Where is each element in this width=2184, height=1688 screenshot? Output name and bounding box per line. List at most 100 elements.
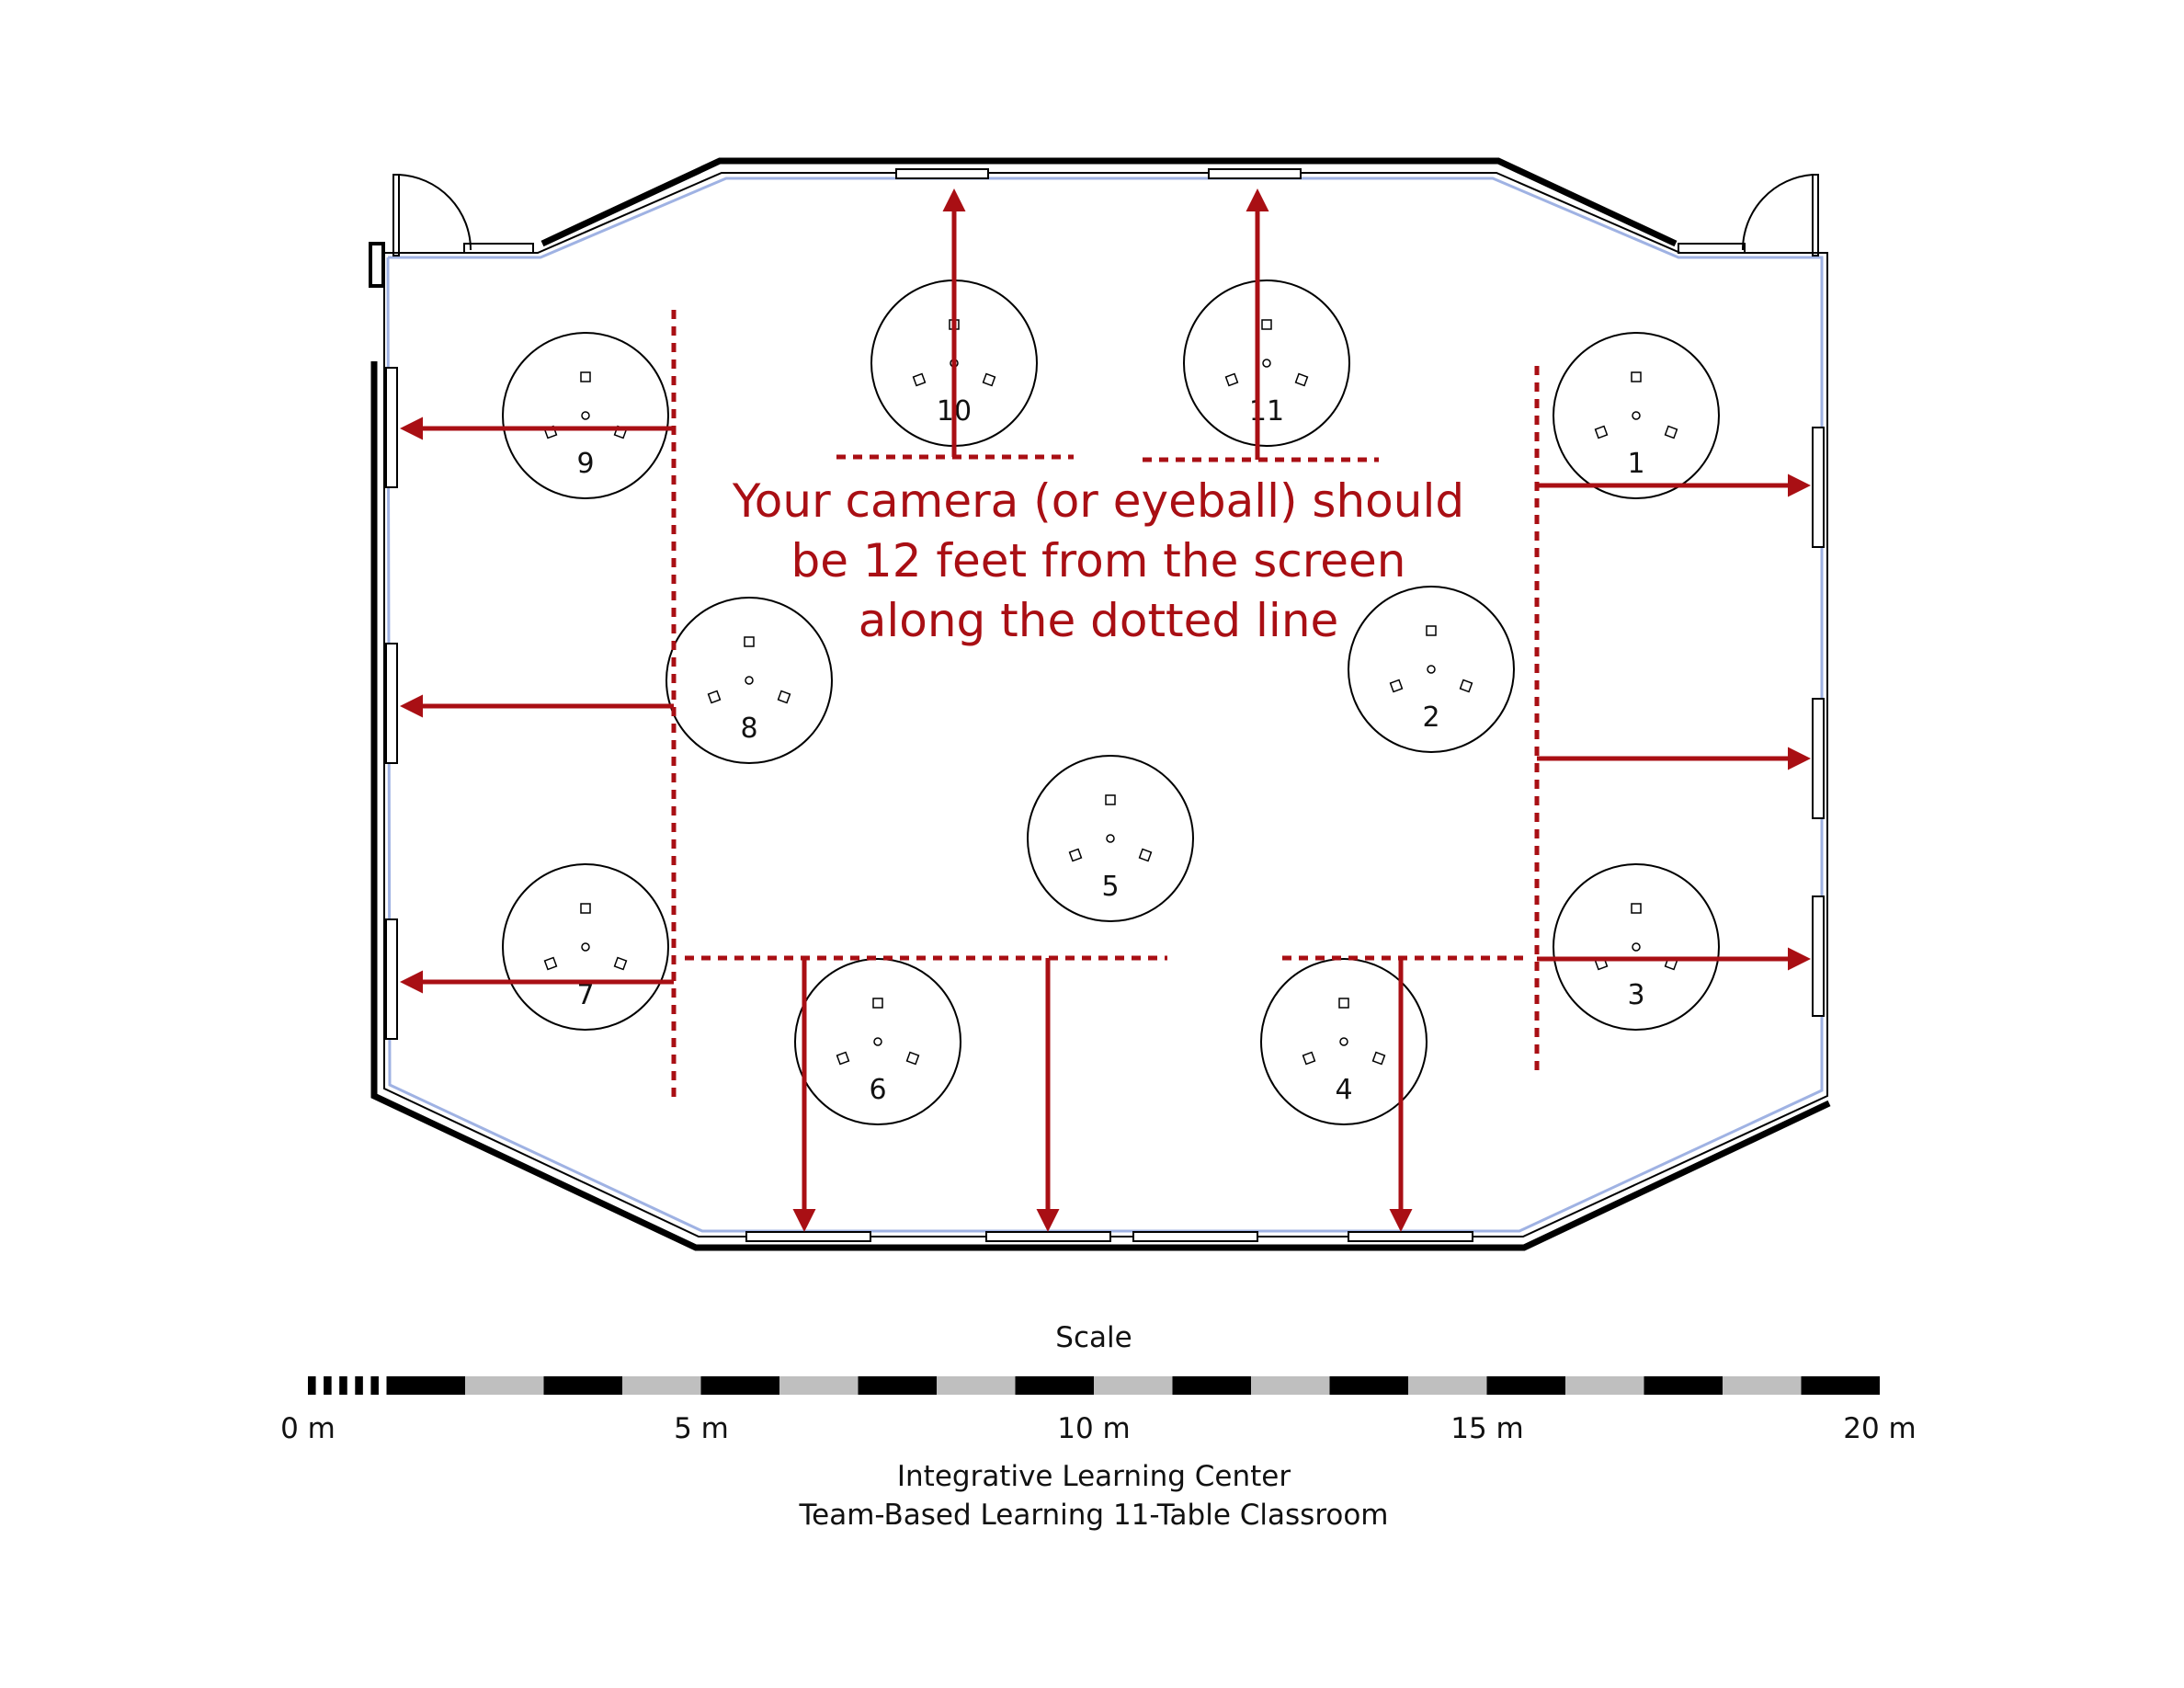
inner-wall: [383, 172, 1828, 1237]
table-center-mark: [873, 1037, 882, 1046]
outer-wall-bottom: [370, 361, 1831, 1251]
table-circle: [502, 332, 669, 499]
seat-marker: [1389, 679, 1404, 693]
scale-segment: [1251, 1376, 1330, 1395]
scale-tick-label: 20 m: [1843, 1412, 1917, 1445]
instruction-text: Your camera (or eyeball) should be 12 fe…: [732, 474, 1464, 647]
scale-segment: [355, 1376, 363, 1395]
table-number: 11: [1249, 395, 1284, 428]
seat-marker: [1664, 425, 1678, 439]
table-center-mark: [581, 411, 590, 420]
table-number: 1: [1627, 448, 1644, 480]
scale-segment: [937, 1376, 1016, 1395]
scale-segment: [1486, 1376, 1565, 1395]
seat-marker: [1426, 625, 1437, 636]
scale-segment: [858, 1376, 937, 1395]
wall-screen: [985, 1231, 1111, 1242]
scale-tick-label: 10 m: [1057, 1412, 1131, 1445]
seat-marker: [707, 690, 722, 704]
scale-segment: [779, 1376, 859, 1395]
table-4: 4: [1260, 958, 1428, 1125]
scale-segment: [1172, 1376, 1251, 1395]
table-number: 4: [1335, 1074, 1352, 1106]
seat-marker: [580, 371, 591, 382]
scale-segment: [1094, 1376, 1173, 1395]
scale-segment: [622, 1376, 701, 1395]
scale-segment: [1801, 1376, 1880, 1395]
wall-screen: [385, 918, 398, 1040]
table-2: 2: [1348, 586, 1515, 753]
wall-screen: [1132, 1231, 1258, 1242]
seat-marker: [744, 636, 755, 647]
table-number: 3: [1627, 979, 1644, 1011]
table-circle: [1027, 755, 1194, 922]
scale-segment: [370, 1376, 379, 1395]
wall-screen: [1812, 895, 1825, 1017]
seat-marker: [543, 956, 558, 971]
table-5: 5: [1027, 755, 1194, 922]
wall-screen: [745, 1231, 871, 1242]
table-9: 9: [502, 332, 669, 499]
seat-marker: [1338, 998, 1349, 1009]
room-walls: [369, 157, 1831, 1251]
wall-screen: [385, 643, 398, 764]
camera-arrows: [400, 188, 1811, 1232]
wall-screen: [895, 168, 989, 179]
seat-marker: [1138, 848, 1153, 862]
window-strip: [386, 177, 1824, 1233]
instruction-line-2: be 12 feet from the screen: [791, 534, 1406, 587]
scale-segment: [1015, 1376, 1094, 1395]
table-center-mark: [581, 942, 590, 952]
scale-bar-segments: [308, 1376, 1880, 1395]
seat-marker: [777, 690, 791, 704]
seat-marker: [912, 372, 927, 387]
scale-segment: [308, 1376, 316, 1395]
scale-segment: [465, 1376, 544, 1395]
table-number: 2: [1422, 701, 1439, 734]
table-circle: [1260, 958, 1428, 1125]
wall-screen: [1348, 1231, 1473, 1242]
caption-line-2: Team-Based Learning 11-Table Classroom: [798, 1499, 1388, 1532]
scale-segment: [1408, 1376, 1487, 1395]
seat-marker: [1459, 679, 1473, 693]
table-center-mark: [1427, 665, 1436, 674]
table-number: 9: [576, 448, 594, 480]
scale-segment: [543, 1376, 622, 1395]
scale-tick-label: 0 m: [280, 1412, 336, 1445]
table-6: 6: [794, 958, 961, 1125]
scale-segment: [339, 1376, 347, 1395]
scale-segment: [1644, 1376, 1723, 1395]
scale-segment: [324, 1376, 332, 1395]
caption-line-1: Integrative Learning Center: [897, 1460, 1291, 1493]
seat-marker: [1594, 425, 1609, 439]
table-center-mark: [1632, 411, 1641, 420]
table-circle: [1348, 586, 1515, 753]
table-number: 7: [576, 979, 594, 1011]
door-left: [392, 174, 534, 257]
table-1: 1: [1553, 332, 1720, 499]
scale-title: Scale: [1055, 1321, 1132, 1354]
scale-tick-label: 5 m: [674, 1412, 729, 1445]
table-7: 7: [502, 863, 669, 1031]
seat-marker: [1371, 1051, 1386, 1066]
seat-marker: [1302, 1051, 1316, 1066]
scale-segment: [1723, 1376, 1802, 1395]
seat-marker: [1068, 848, 1083, 862]
seat-marker: [613, 956, 628, 971]
seat-marker: [580, 903, 591, 914]
table-circle: [502, 863, 669, 1031]
outer-wall: [540, 157, 1678, 247]
table-circle: [1553, 332, 1720, 499]
table-circle: [1553, 863, 1720, 1031]
table-circle: [665, 597, 833, 764]
seat-marker: [905, 1051, 920, 1066]
seat-marker: [1631, 371, 1642, 382]
door-right: [1678, 174, 1819, 257]
scale-tick-label: 15 m: [1450, 1412, 1524, 1445]
table-circle: [794, 958, 961, 1125]
seat-marker: [982, 372, 996, 387]
table-center-mark: [1262, 359, 1271, 368]
seat-marker: [1294, 372, 1309, 387]
table-number: 6: [869, 1074, 886, 1106]
